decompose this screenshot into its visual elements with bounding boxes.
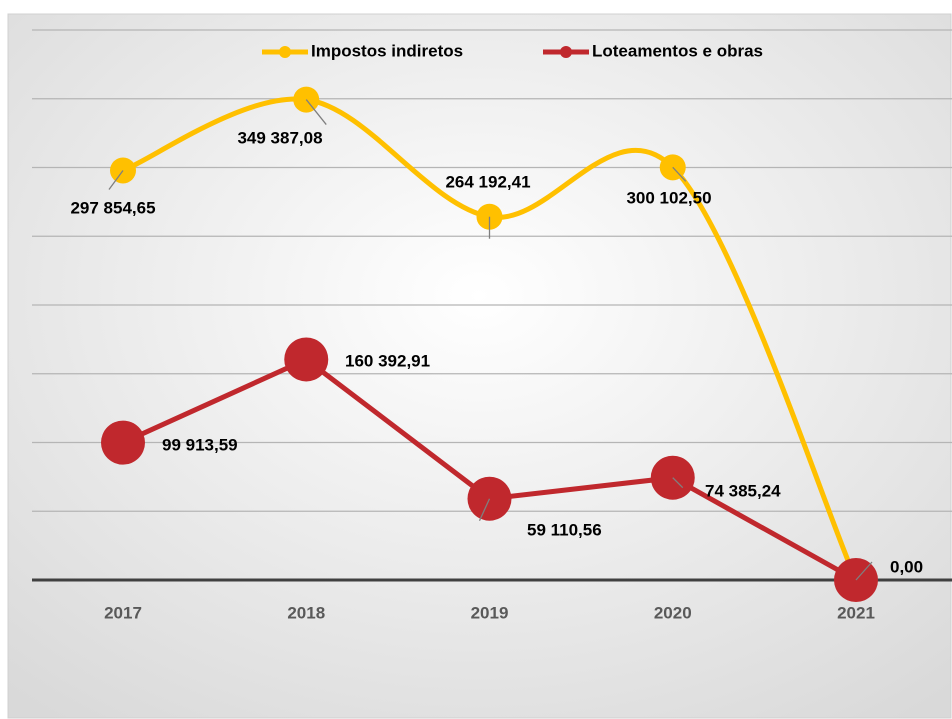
x-tick-label: 2017 [104, 603, 142, 622]
data-point [101, 420, 145, 465]
x-tick-label: 2019 [471, 603, 509, 622]
data-label: 99 913,59 [162, 435, 238, 454]
data-label: 349 387,08 [237, 128, 322, 147]
leader-line [305, 99, 327, 125]
legend-label: Loteamentos e obras [592, 41, 763, 60]
data-label: 59 110,56 [527, 520, 602, 539]
leader-line [855, 561, 873, 581]
data-point [284, 337, 329, 382]
series-line [122, 96, 859, 582]
data-label: 300 102,50 [626, 188, 711, 207]
legend-marker [279, 46, 291, 58]
legend-label: Impostos indiretos [311, 41, 463, 60]
leader-line [672, 166, 687, 182]
leader-line [672, 477, 684, 489]
leader-line [108, 170, 124, 190]
data-label: 0,00 [890, 557, 923, 576]
data-label: 297 854,65 [70, 198, 155, 217]
chart-background [7, 13, 952, 719]
data-label: 160 392,91 [345, 351, 430, 370]
x-tick-label: 2020 [654, 603, 692, 622]
x-tick-label: 2018 [287, 603, 325, 622]
data-label: 74 385,24 [705, 481, 781, 500]
data-label: 264 192,41 [445, 172, 530, 191]
x-tick-label: 2021 [837, 603, 875, 622]
legend-marker [560, 46, 572, 58]
leader-line [478, 498, 491, 521]
